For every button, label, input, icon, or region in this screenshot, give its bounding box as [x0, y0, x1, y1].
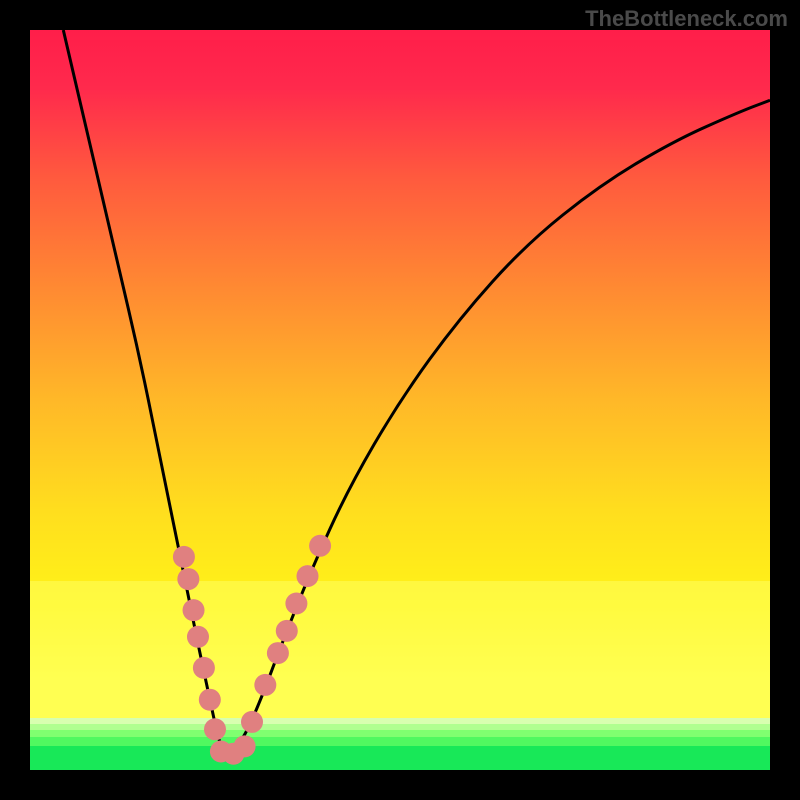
data-marker	[241, 711, 263, 733]
data-marker	[199, 689, 221, 711]
data-marker	[173, 546, 195, 568]
data-marker	[297, 565, 319, 587]
data-marker	[234, 735, 256, 757]
data-marker	[193, 657, 215, 679]
data-marker	[285, 593, 307, 615]
data-marker	[177, 568, 199, 590]
watermark-text: TheBottleneck.com	[585, 6, 788, 32]
data-marker	[309, 535, 331, 557]
data-marker	[276, 620, 298, 642]
plot-area	[30, 30, 770, 770]
curve-layer	[30, 30, 770, 770]
data-marker	[267, 642, 289, 664]
markers-group	[173, 535, 331, 765]
data-marker	[183, 599, 205, 621]
data-marker	[204, 718, 226, 740]
v-curve	[63, 30, 770, 759]
data-marker	[254, 674, 276, 696]
data-marker	[187, 626, 209, 648]
